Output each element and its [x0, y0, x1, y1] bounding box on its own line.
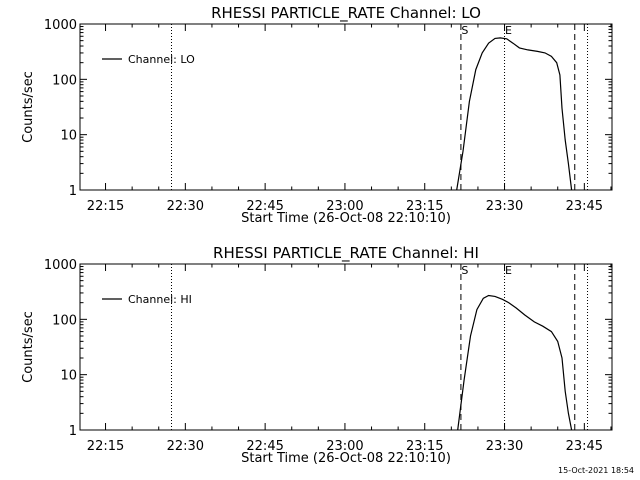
plot-frame — [79, 23, 613, 191]
marker-label-e: E — [505, 24, 512, 37]
y-tick-label: 10 — [60, 129, 77, 144]
x-tick-label: 22:30 — [167, 199, 204, 214]
chart-title: RHESSI PARTICLE_RATE Channel: LO — [211, 4, 481, 23]
y-axis-label: Counts/sec — [21, 71, 36, 143]
marker-label-e: E — [505, 264, 512, 277]
x-axis-label: Start Time (26-Oct-08 22:10:10) — [241, 211, 451, 226]
legend-label: Channel: LO — [128, 53, 195, 66]
y-axis-label: Counts/sec — [21, 311, 36, 383]
x-tick-label: 23:00 — [326, 439, 363, 454]
x-tick-label: 22:30 — [167, 439, 204, 454]
x-tick-label: 23:30 — [486, 199, 523, 214]
y-tick-label: 10 — [60, 369, 77, 384]
x-axis-label: Start Time (26-Oct-08 22:10:10) — [241, 451, 451, 466]
y-tick-label: 100 — [52, 73, 77, 88]
y-tick-label: 1 — [69, 424, 77, 439]
y-tick-label: 1 — [69, 184, 77, 199]
y-tick-label: 1000 — [44, 18, 77, 33]
x-tick-label: 22:45 — [246, 439, 283, 454]
x-tick-label: 23:45 — [566, 439, 603, 454]
x-tick-label: 22:15 — [87, 439, 124, 454]
plot-frame — [79, 263, 613, 431]
x-tick-label: 23:15 — [406, 439, 443, 454]
x-tick-label: 23:45 — [566, 199, 603, 214]
x-tick-label: 22:45 — [246, 199, 283, 214]
legend-label: Channel: HI — [128, 293, 192, 306]
x-tick-label: 23:00 — [326, 199, 363, 214]
chart-panel-1: RHESSI PARTICLE_RATE Channel: LO 1 10 100 10… — [21, 4, 613, 226]
series-line — [456, 37, 573, 191]
chart-title: RHESSI PARTICLE_RATE Channel: HI — [213, 244, 479, 263]
chart-panel-2: RHESSI PARTICLE_RATE Channel: HI 1 10 100 10… — [21, 244, 613, 466]
x-tick-label: 22:15 — [87, 199, 124, 214]
page-timestamp: 15-Oct-2021 18:54 — [558, 466, 634, 475]
x-tick-label: 23:15 — [406, 199, 443, 214]
x-tick-label: 23:30 — [486, 439, 523, 454]
y-tick-label: 1000 — [44, 258, 77, 273]
series-line — [457, 294, 573, 431]
marker-label-s: S — [461, 24, 468, 37]
marker-label-s: S — [461, 264, 468, 277]
y-tick-label: 100 — [52, 313, 77, 328]
